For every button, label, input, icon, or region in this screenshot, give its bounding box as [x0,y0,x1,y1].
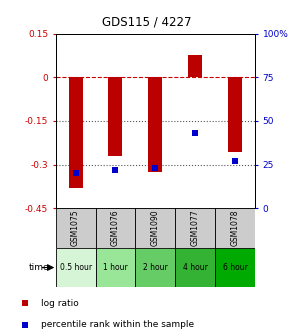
Text: percentile rank within the sample: percentile rank within the sample [41,320,194,329]
Text: 6 hour: 6 hour [223,263,247,272]
Bar [228,77,242,152]
Bar [215,248,255,287]
Bar [56,248,96,287]
Bar [175,248,215,287]
Text: 2 hour: 2 hour [143,263,168,272]
Text: 1 hour: 1 hour [103,263,128,272]
Text: GSM1076: GSM1076 [111,210,120,246]
Text: GSM1075: GSM1075 [71,210,80,246]
Bar [56,208,96,248]
Bar [96,248,135,287]
Bar [135,248,175,287]
Text: GSM1078: GSM1078 [231,210,239,246]
Text: 0.5 hour: 0.5 hour [59,263,92,272]
Bar [215,208,255,248]
Text: 4 hour: 4 hour [183,263,207,272]
Bar [188,55,202,77]
Text: GSM1090: GSM1090 [151,210,160,246]
Text: log ratio: log ratio [41,299,79,308]
Bar [175,208,215,248]
Bar [148,77,162,172]
Text: time: time [29,263,50,272]
Bar [96,208,135,248]
Text: GDS115 / 4227: GDS115 / 4227 [102,15,191,28]
Text: GSM1077: GSM1077 [191,210,200,246]
Bar [69,77,83,188]
Bar [108,77,122,156]
Bar [135,208,175,248]
